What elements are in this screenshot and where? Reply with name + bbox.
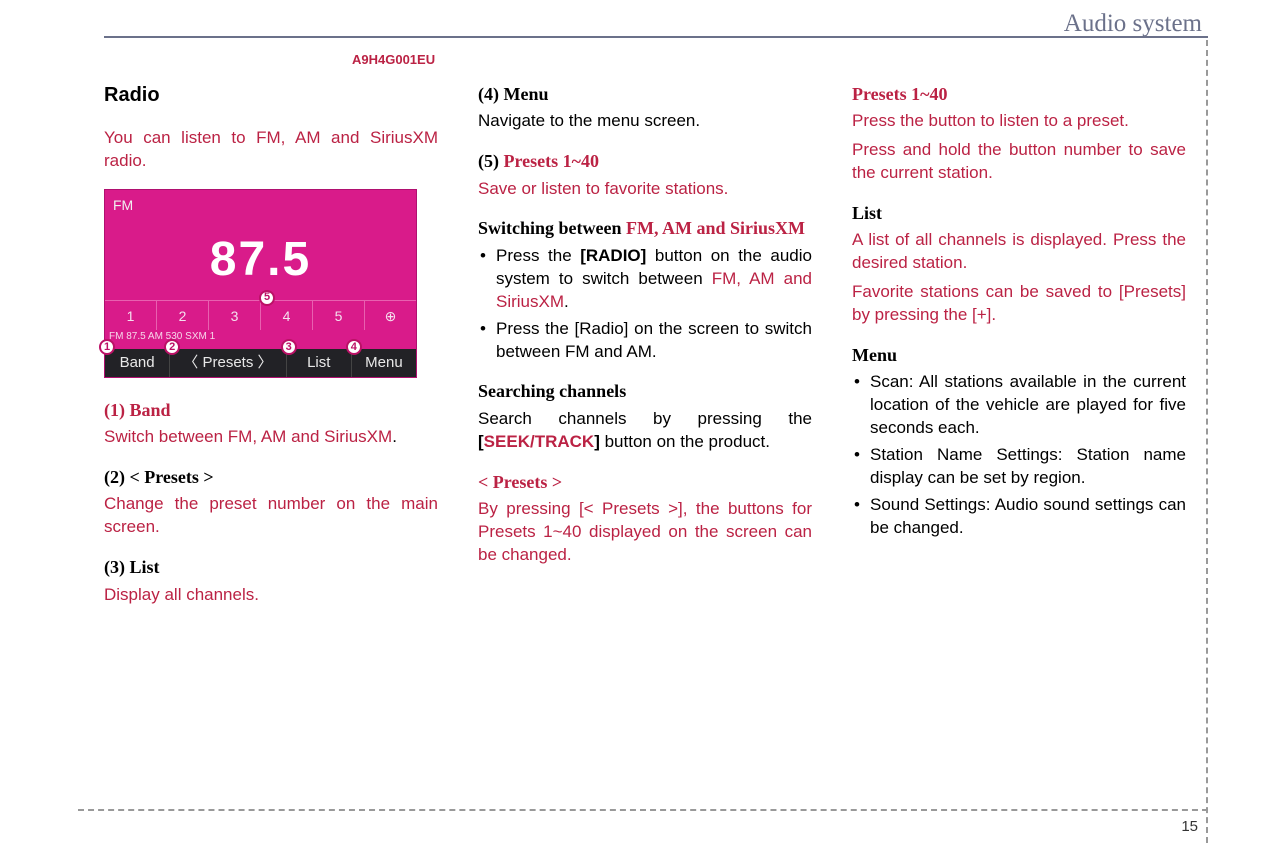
band-button-label: Band [120, 354, 155, 371]
radio-preset-row: 1 2 3 4 5 ⊕ [105, 300, 416, 330]
presets-140-text: Save or listen to favorite stations. [478, 178, 812, 201]
radio-list-button: 3 List [287, 349, 352, 377]
callout-5: 5 [259, 290, 275, 306]
srch-c: SEEK/TRACK [484, 432, 595, 451]
content-columns: Radio You can listen to FM, AM and Siriu… [104, 82, 1186, 607]
srch-e: button on the prod­uct. [600, 432, 770, 451]
heading-switching: Switching between FM, AM and SiriusXM [478, 216, 812, 240]
menu-bullets: Scan: All stations available in the curr… [852, 371, 1186, 540]
radio-band-row: FM 87.5 AM 530 SXM 1 [109, 330, 412, 344]
band-text-b: SiriusXM [324, 427, 392, 446]
band-text-period: . [392, 427, 397, 446]
preset-5-label: 5 [335, 308, 343, 324]
menu-button-label: Menu [365, 354, 403, 371]
menu-bullet-station-name: Station Name Settings: Station name disp… [852, 444, 1186, 490]
switching-bullet-1: Press the [RADIO] button on the audio sy… [478, 245, 812, 314]
heading-presets-140-c3: Presets 1~40 [852, 82, 1186, 106]
presets-c3-line2: Press and hold the button number to save… [852, 139, 1186, 185]
intro-line-1: You can listen to FM, AM and [104, 128, 359, 147]
sw-b1-b: [RADIO] [580, 246, 646, 265]
presets-next-icon: 〉 [258, 354, 273, 371]
list-c3-line1: A list of all channels is displayed. Pre… [852, 229, 1186, 275]
switching-b: FM, AM and SiriusXM [626, 218, 805, 238]
band-text-a: Switch between FM, AM and [104, 427, 319, 446]
header-title: Audio system [1064, 10, 1208, 37]
callout-1: 1 [99, 339, 115, 355]
menu-bullet-sound: Sound Settings: Audio sound set­tings ca… [852, 494, 1186, 540]
side-divider [1206, 40, 1208, 843]
presets-140-red: Presets 1~40 [504, 151, 600, 171]
intro-text: You can listen to FM, AM and SiriusXM ra… [104, 127, 438, 173]
sw-b1-e: . [564, 292, 569, 311]
switching-bullets: Press the [RADIO] button on the audio sy… [478, 245, 812, 364]
footer-divider [78, 809, 1208, 811]
preset-2: 2 [157, 300, 209, 330]
heading-menu-c3: Menu [852, 343, 1186, 367]
list-c3-line2: Favorite stations can be saved to [Prese… [852, 281, 1186, 327]
radio-screenshot: FM 87.5 5 1 2 3 4 5 ⊕ FM 87.5 AM 530 SXM… [104, 189, 417, 378]
menu-text-c2: Navigate to the menu screen. [478, 110, 812, 133]
sw-b1-a: Press the [496, 246, 580, 265]
heading-menu-c2: (4) Menu [478, 82, 812, 106]
callout-2: 2 [164, 339, 180, 355]
heading-searching: Searching channels [478, 379, 812, 403]
presets-nav-text: Change the preset number on the main scr… [104, 493, 438, 539]
column-1: Radio You can listen to FM, AM and Siriu… [104, 82, 438, 607]
switching-a: Switching between [478, 218, 626, 238]
switching-bullet-2: Press the [Radio] on the screen to switc… [478, 318, 812, 364]
heading-list-c3: List [852, 201, 1186, 225]
list-text-c1: Display all channels. [104, 584, 438, 607]
radio-frequency: 87.5 [105, 228, 416, 293]
section-title-radio: Radio [104, 82, 438, 109]
heading-presets-nav: (2) < Presets > [104, 465, 438, 489]
srch-a: Search channels by pressing the [478, 409, 812, 428]
column-2: (4) Menu Navigate to the menu screen. (5… [478, 82, 812, 607]
menu-bullet-scan: Scan: All stations available in the curr… [852, 371, 1186, 440]
radio-bottom-bar: 1 Band 2 〈 Presets 〉 3 List 4 [105, 349, 416, 377]
presets-angle-text: By pressing [< Presets >], the but­tons … [478, 498, 812, 567]
document-code: A9H4G001EU [352, 52, 435, 67]
radio-band-button: 1 Band [105, 349, 170, 377]
preset-3: 3 [209, 300, 261, 330]
callout-3: 3 [281, 339, 297, 355]
preset-add: ⊕ [365, 300, 416, 330]
preset-1: 1 [105, 300, 157, 330]
presets-button-label: Presets [202, 354, 253, 371]
column-3: Presets 1~40 Press the button to listen … [852, 82, 1186, 607]
heading-presets-140: (5) Presets 1~40 [478, 149, 812, 173]
heading-band: (1) Band [104, 398, 438, 422]
radio-presets-button: 2 〈 Presets 〉 [170, 349, 287, 377]
presets-prev-icon: 〈 [183, 354, 198, 371]
searching-text: Search channels by pressing the [SEEK/TR… [478, 408, 812, 454]
presets-140-prefix: (5) [478, 151, 504, 171]
page-header: Audio system [104, 10, 1208, 38]
band-text: Switch between FM, AM and SiriusXM. [104, 426, 438, 449]
list-button-label: List [307, 354, 330, 371]
heading-presets-angle: < Presets > [478, 470, 812, 494]
heading-list-c1: (3) List [104, 555, 438, 579]
radio-band-indicator: FM [113, 196, 133, 215]
radio-menu-button: 4 Menu [352, 349, 416, 377]
page-number: 15 [1181, 818, 1198, 835]
presets-c3-line1: Press the button to listen to a preset. [852, 110, 1186, 133]
manual-page: Audio system A9H4G001EU Radio You can li… [0, 0, 1286, 863]
callout-4: 4 [346, 339, 362, 355]
preset-5: 5 [313, 300, 365, 330]
